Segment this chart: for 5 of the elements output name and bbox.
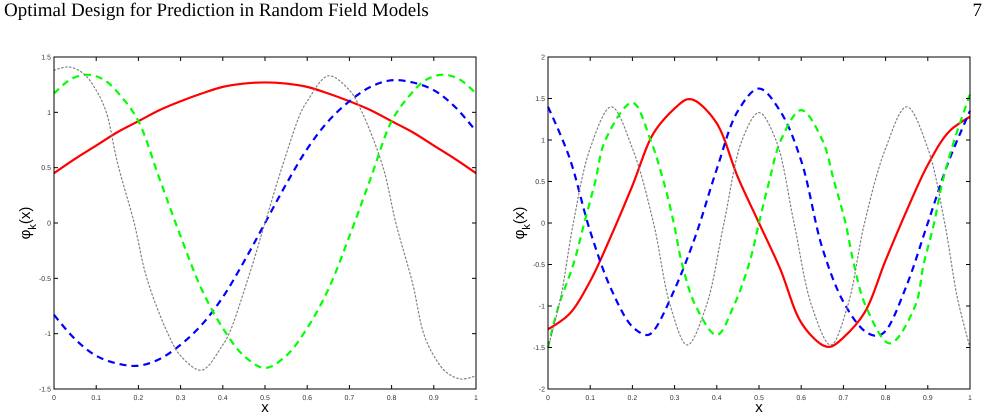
- text: Optimal Design for Prediction in Random Field Models: [4, 0, 429, 21]
- line-series: [52, 81, 478, 174]
- text: 7: [972, 0, 982, 21]
- x-axis-title: x: [755, 399, 764, 416]
- x-axis-title: x: [261, 399, 270, 416]
